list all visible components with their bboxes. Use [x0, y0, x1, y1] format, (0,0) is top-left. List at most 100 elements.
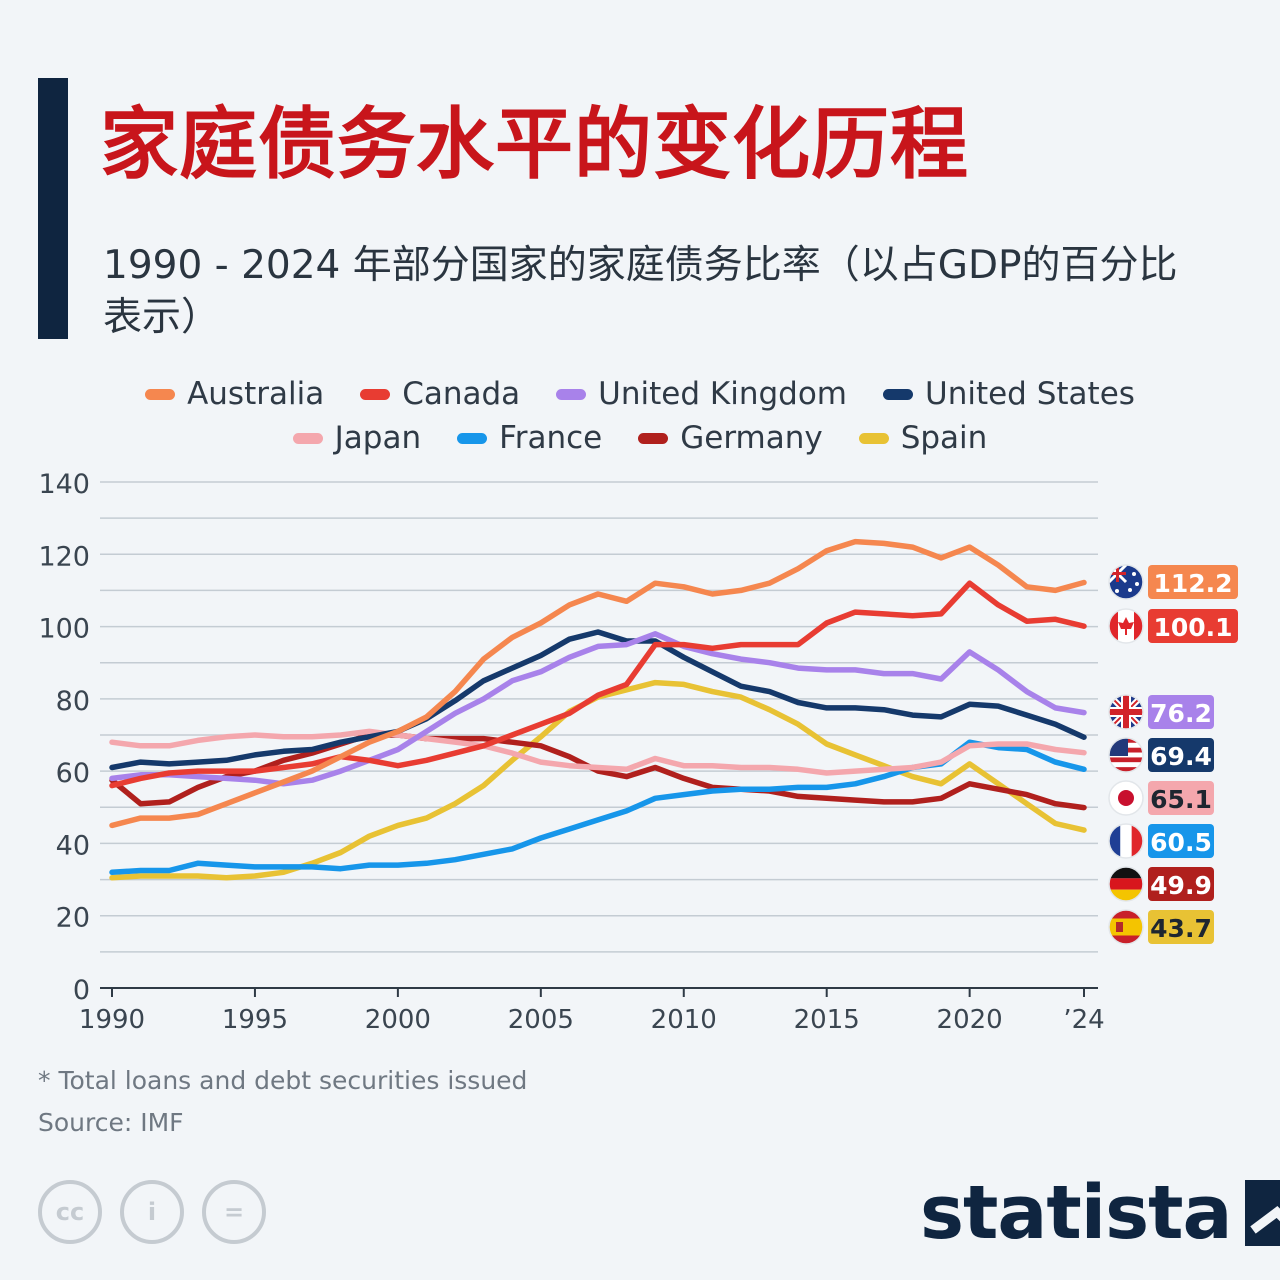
- flag-ring: [1108, 564, 1144, 600]
- end-label-germany: 49.9: [1108, 866, 1214, 902]
- value-badge: [1148, 609, 1238, 643]
- value-label: 49.9: [1150, 871, 1212, 900]
- legend-item-australia[interactable]: Australia: [145, 376, 324, 412]
- flag-ring: [1108, 608, 1144, 644]
- flag-band: [1109, 824, 1121, 858]
- x-tick-label: 2005: [508, 1005, 574, 1035]
- statista-logo[interactable]: statista: [920, 1170, 1280, 1256]
- statista-mark-icon: [1245, 1180, 1280, 1246]
- legend-item-united-states[interactable]: United States: [883, 376, 1135, 412]
- legend-item-spain[interactable]: Spain: [858, 420, 988, 456]
- legend-label: United States: [925, 376, 1135, 412]
- us-flag-icon: [1109, 738, 1143, 772]
- flag-ring: [1108, 780, 1144, 816]
- legend-swatch: [638, 432, 669, 444]
- legend-label: Australia: [187, 376, 325, 412]
- legend-item-japan[interactable]: Japan: [292, 420, 422, 456]
- x-tick-label: 2020: [937, 1005, 1003, 1035]
- legend-row: Japan France Germany Spain: [0, 416, 1280, 460]
- title-accent-bar: [38, 78, 68, 339]
- jp-flag-icon: [1109, 781, 1143, 815]
- legend-label: Japan: [334, 420, 422, 456]
- legend-label: Canada: [402, 376, 521, 412]
- flag-band: [1109, 867, 1143, 879]
- x-tick-label: 2010: [651, 1005, 717, 1035]
- x-tick-label: 1995: [222, 1005, 288, 1035]
- value-label: 60.5: [1150, 828, 1212, 857]
- end-label-united-states: 69.4: [1108, 737, 1214, 773]
- value-badge: [1148, 781, 1214, 815]
- flag-star: [1128, 588, 1132, 592]
- value-badge: [1148, 867, 1214, 901]
- de-flag-icon: [1109, 867, 1143, 901]
- series-line-japan: [109, 728, 1087, 776]
- legend-swatch: [457, 432, 488, 444]
- gb-flag-icon: [1109, 695, 1143, 729]
- value-badge: [1148, 824, 1214, 858]
- value-badge: [1148, 695, 1214, 729]
- legend-swatch: [858, 432, 889, 444]
- y-tick-label: 140: [38, 469, 90, 500]
- flag-ring: [1108, 909, 1144, 945]
- legend-item-france[interactable]: France: [457, 420, 602, 456]
- y-tick-label: 20: [56, 903, 90, 934]
- y-tick-label: 40: [56, 830, 90, 861]
- end-label-united-kingdom: 76.2: [1108, 694, 1214, 730]
- end-label-australia: 112.2: [1108, 564, 1238, 600]
- flag-cross: [1109, 709, 1143, 715]
- value-badge: [1148, 910, 1214, 944]
- value-badge: [1148, 738, 1214, 772]
- y-tick-label: 120: [38, 541, 90, 572]
- flag-band: [1109, 918, 1143, 936]
- x-tick-label: 2015: [794, 1005, 860, 1035]
- legend-label: Germany: [680, 420, 823, 456]
- value-label: 43.7: [1150, 914, 1212, 943]
- y-tick-label: 100: [38, 614, 90, 645]
- series-line-united-kingdom: [109, 631, 1087, 787]
- license-icons: cc i =: [38, 1180, 284, 1244]
- flag-band: [1134, 609, 1143, 643]
- attribution-icon[interactable]: i: [120, 1180, 184, 1244]
- flag-star: [1135, 582, 1139, 586]
- legend-swatch: [360, 388, 391, 400]
- legend-swatch: [556, 388, 587, 400]
- flag-emblem: [1116, 922, 1123, 932]
- legend-item-germany[interactable]: Germany: [638, 420, 823, 456]
- end-label-japan: 65.1: [1108, 780, 1214, 816]
- flag-band: [1109, 609, 1118, 643]
- flag-band: [1109, 878, 1143, 890]
- legend-label: France: [499, 420, 603, 456]
- value-label: 100.1: [1153, 613, 1232, 642]
- flag-star: [1115, 589, 1119, 593]
- series-line-australia: [109, 538, 1087, 829]
- legend-swatch: [292, 432, 323, 444]
- x-tick-label: 1990: [79, 1005, 145, 1035]
- flag-stripe: [1109, 762, 1143, 768]
- no-derivatives-icon[interactable]: =: [202, 1180, 266, 1244]
- legend-row: Australia Canada United Kingdom United S…: [0, 372, 1280, 416]
- legend-item-united-kingdom[interactable]: United Kingdom: [556, 376, 847, 412]
- value-label: 69.4: [1150, 742, 1212, 771]
- flag-disc: [1118, 790, 1134, 806]
- ca-flag-icon: [1109, 609, 1143, 643]
- legend-swatch: [883, 388, 913, 400]
- source-note: Source: IMF: [38, 1108, 184, 1137]
- flag-band: [1120, 824, 1132, 858]
- flag-ring: [1108, 823, 1144, 859]
- value-label: 112.2: [1153, 569, 1232, 598]
- flag-band: [1131, 824, 1143, 858]
- value-label: 65.1: [1150, 785, 1212, 814]
- legend-label: Spain: [900, 420, 988, 456]
- value-label: 76.2: [1150, 699, 1212, 728]
- creative-commons-icon[interactable]: cc: [38, 1180, 102, 1244]
- legend-item-canada[interactable]: Canada: [360, 376, 520, 412]
- y-tick-label: 60: [56, 758, 90, 789]
- legend-swatch: [145, 388, 176, 400]
- series-line-canada: [109, 580, 1087, 789]
- flag-ring: [1108, 694, 1144, 730]
- value-badge: [1148, 565, 1238, 599]
- flag-stripe: [1109, 757, 1143, 763]
- series-line-germany: [109, 732, 1087, 811]
- y-tick-label: 80: [56, 686, 90, 717]
- x-tick-label: 2000: [365, 1005, 431, 1035]
